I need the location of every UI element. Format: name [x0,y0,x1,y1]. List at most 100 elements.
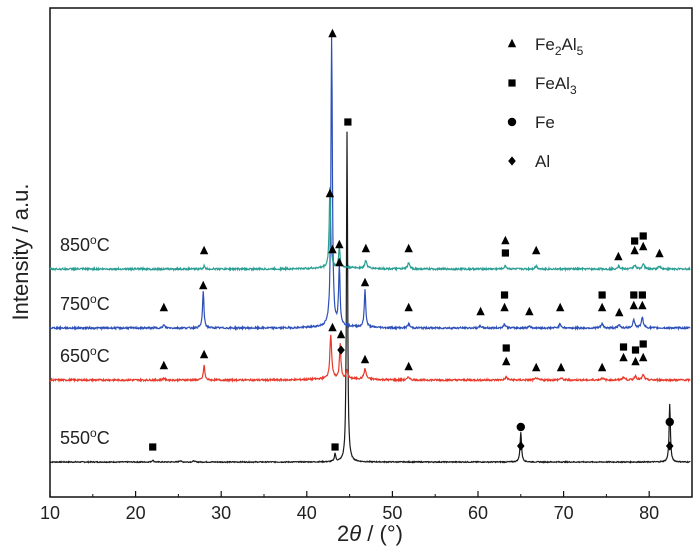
triangle-marker [532,245,541,255]
trace-label-value: 750 [60,294,90,314]
trace-label-unit: C [97,346,110,366]
x-tick-label: 10 [40,503,60,523]
triangle-marker [597,362,607,372]
legend-entry-label: Fe2Al5 [535,35,584,58]
circle-marker [516,422,525,432]
triangle-marker [335,239,344,249]
x-tick-label: 40 [297,503,317,523]
legend-base: FeAl [535,74,570,93]
triangle-marker [556,362,566,372]
triangle-marker [325,188,335,198]
x-axis-title-theta: θ [349,521,361,546]
x-axis-title-suffix: / (°) [361,521,403,546]
trace-label-degree: o [90,233,97,247]
legend-sub2: 5 [577,44,584,58]
square-marker [500,291,509,299]
triangle-marker [199,245,209,255]
xrd-trace-750 [49,36,691,332]
triangle-marker [639,352,648,362]
xrd-trace-550 [49,131,691,464]
legend-base: Al [535,152,550,171]
triangle-marker [361,243,371,253]
square-marker [598,291,606,299]
legend-mid: Al [562,35,577,54]
triangle-marker [476,306,485,316]
x-axis-ticks: 10 20 30 40 50 60 70 80 [40,491,659,523]
square-marker [344,118,352,126]
trace-label-value: 650 [60,346,90,366]
x-axis-title-prefix: 2 [337,521,349,546]
legend-entry-label: FeAl3 [535,74,577,97]
trace-label-unit: C [97,428,110,448]
x-tick-label: 20 [126,503,146,523]
x-tick-label: 30 [211,503,231,523]
square-marker [639,232,647,240]
triangle-marker [615,307,624,317]
triangle-marker [199,349,209,359]
circle-marker [507,117,517,127]
circle-marker [665,417,674,427]
triangle-marker [335,257,344,267]
trace-label-value: 850 [60,235,90,255]
square-marker [639,340,647,348]
trace-label-unit: C [97,235,110,255]
triangle-marker [336,329,346,339]
triangle-marker [328,322,337,332]
diamond-marker [517,441,525,451]
square-marker [631,237,639,245]
triangle-marker [360,277,370,287]
triangle-marker [501,235,510,245]
triangle-marker [638,300,647,310]
phase-markers [149,28,674,451]
xrd-trace-850 [49,187,691,273]
square-marker [501,249,509,257]
triangle-marker [404,302,413,312]
xrd-trace-650 [49,334,691,384]
triangle-marker [639,241,648,251]
legend-entry-label: Fe [535,113,555,132]
square-marker [631,346,640,354]
trace-label: 850oC [60,233,110,255]
diamond-marker [665,441,674,451]
triangle-marker [655,248,664,258]
triangle-marker [555,302,565,312]
legend-entry-label: Al [535,152,550,171]
diffraction-traces [49,36,691,464]
square-marker [508,79,516,87]
triangle-marker [631,356,640,366]
x-tick-label: 60 [468,503,488,523]
square-marker [638,291,646,299]
triangle-marker [619,352,628,362]
triangle-marker [404,361,413,371]
plot-area-frame [49,7,693,498]
trace-label-degree: o [90,344,97,358]
legend-sub1: 3 [570,83,577,97]
triangle-marker [614,251,623,261]
square-marker [619,343,628,351]
trace-label-degree: o [90,292,97,306]
trace-label-value: 550 [60,428,90,448]
diamond-marker [337,345,345,355]
x-tick-label: 50 [382,503,402,523]
legend-sub1: 2 [555,44,562,58]
triangle-marker [159,302,169,312]
triangle-marker [500,302,509,312]
triangle-marker [328,244,337,254]
triangle-marker [328,28,337,38]
triangle-marker [507,38,517,48]
trace-label: 650oC [60,344,110,366]
trace-label-unit: C [97,294,110,314]
square-marker [149,443,157,451]
triangle-marker [525,306,534,316]
x-tick-label: 80 [639,503,659,523]
x-axis-title: 2θ / (°) [337,521,403,546]
x-tick-label: 70 [554,503,574,523]
legend-base: Fe [535,35,555,54]
triangle-marker [532,362,541,372]
diamond-marker [508,156,516,166]
triangle-marker [597,302,607,312]
triangle-marker [404,243,413,253]
